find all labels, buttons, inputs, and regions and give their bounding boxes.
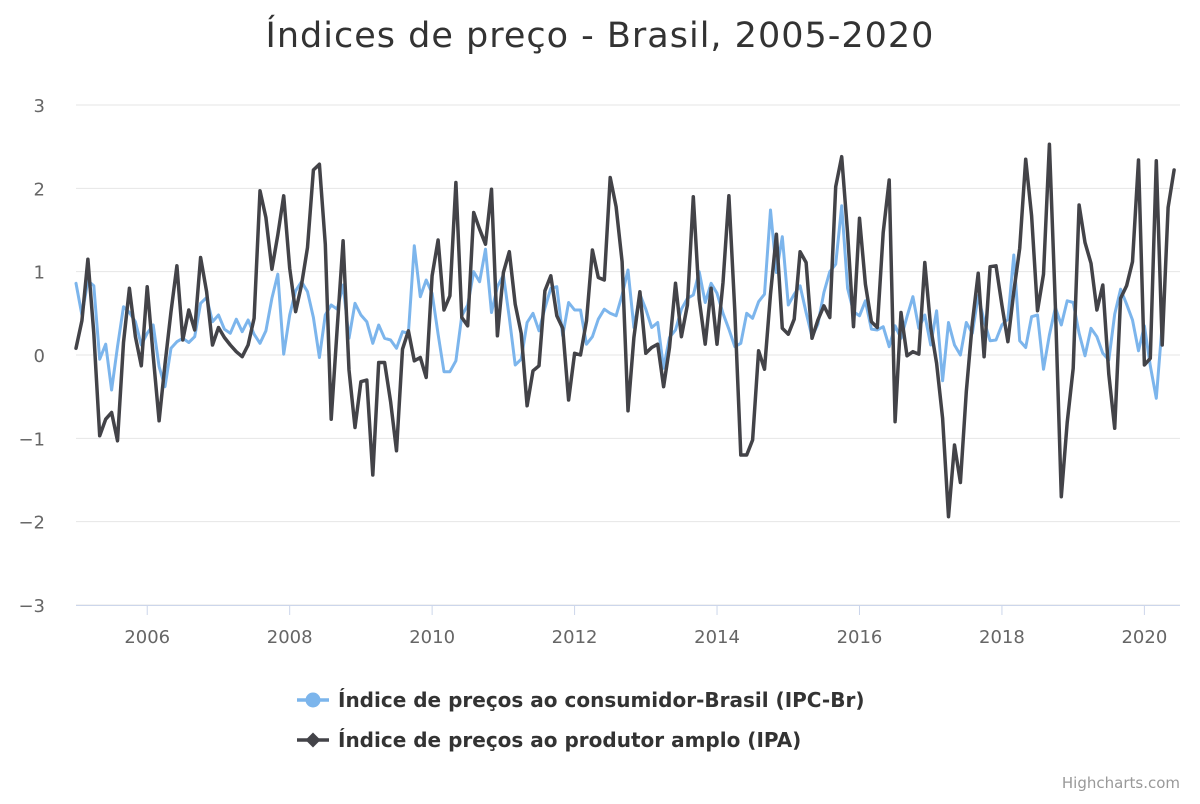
series-lines [74,142,1176,519]
x-tick-label: 2008 [267,627,313,648]
x-tick-label: 2010 [409,627,455,648]
legend-marker-icon [305,732,321,748]
x-tick-label: 2014 [694,627,740,648]
y-axis-tick-labels: −3 −2 −1 0 1 2 3 [18,96,45,617]
x-tick-label: 2006 [124,627,170,648]
legend-item[interactable]: Índice de preços ao produtor amplo (IPA) [297,728,801,752]
y-tick-label: −2 [18,513,45,534]
chart-title: Índices de preço - Brasil, 2005-2020 [266,14,935,56]
legend-label: Índice de preços ao consumidor-Brasil (I… [338,688,864,712]
x-tick-label: 2018 [979,627,1025,648]
x-tick-label: 2016 [837,627,883,648]
legend[interactable]: Índice de preços ao consumidor-Brasil (I… [297,688,864,752]
x-tick-label: 2020 [1121,627,1167,648]
legend-marker-icon [305,692,321,708]
y-tick-label: 2 [34,179,45,200]
y-tick-label: −1 [18,429,45,450]
legend-label: Índice de preços ao produtor amplo (IPA) [338,728,801,752]
x-axis-tick-labels: 2006 2008 2010 2012 2014 2016 2018 2020 [124,627,1167,648]
series-line-ipa [74,142,1176,519]
y-tick-label: 0 [34,346,45,367]
x-tick-label: 2012 [552,627,598,648]
x-axis [76,605,1180,615]
y-tick-label: −3 [18,596,45,617]
credits-link[interactable]: Highcharts.com [1061,774,1180,792]
legend-item[interactable]: Índice de preços ao consumidor-Brasil (I… [297,688,864,712]
y-tick-label: 3 [34,96,45,117]
y-tick-label: 1 [34,263,45,284]
